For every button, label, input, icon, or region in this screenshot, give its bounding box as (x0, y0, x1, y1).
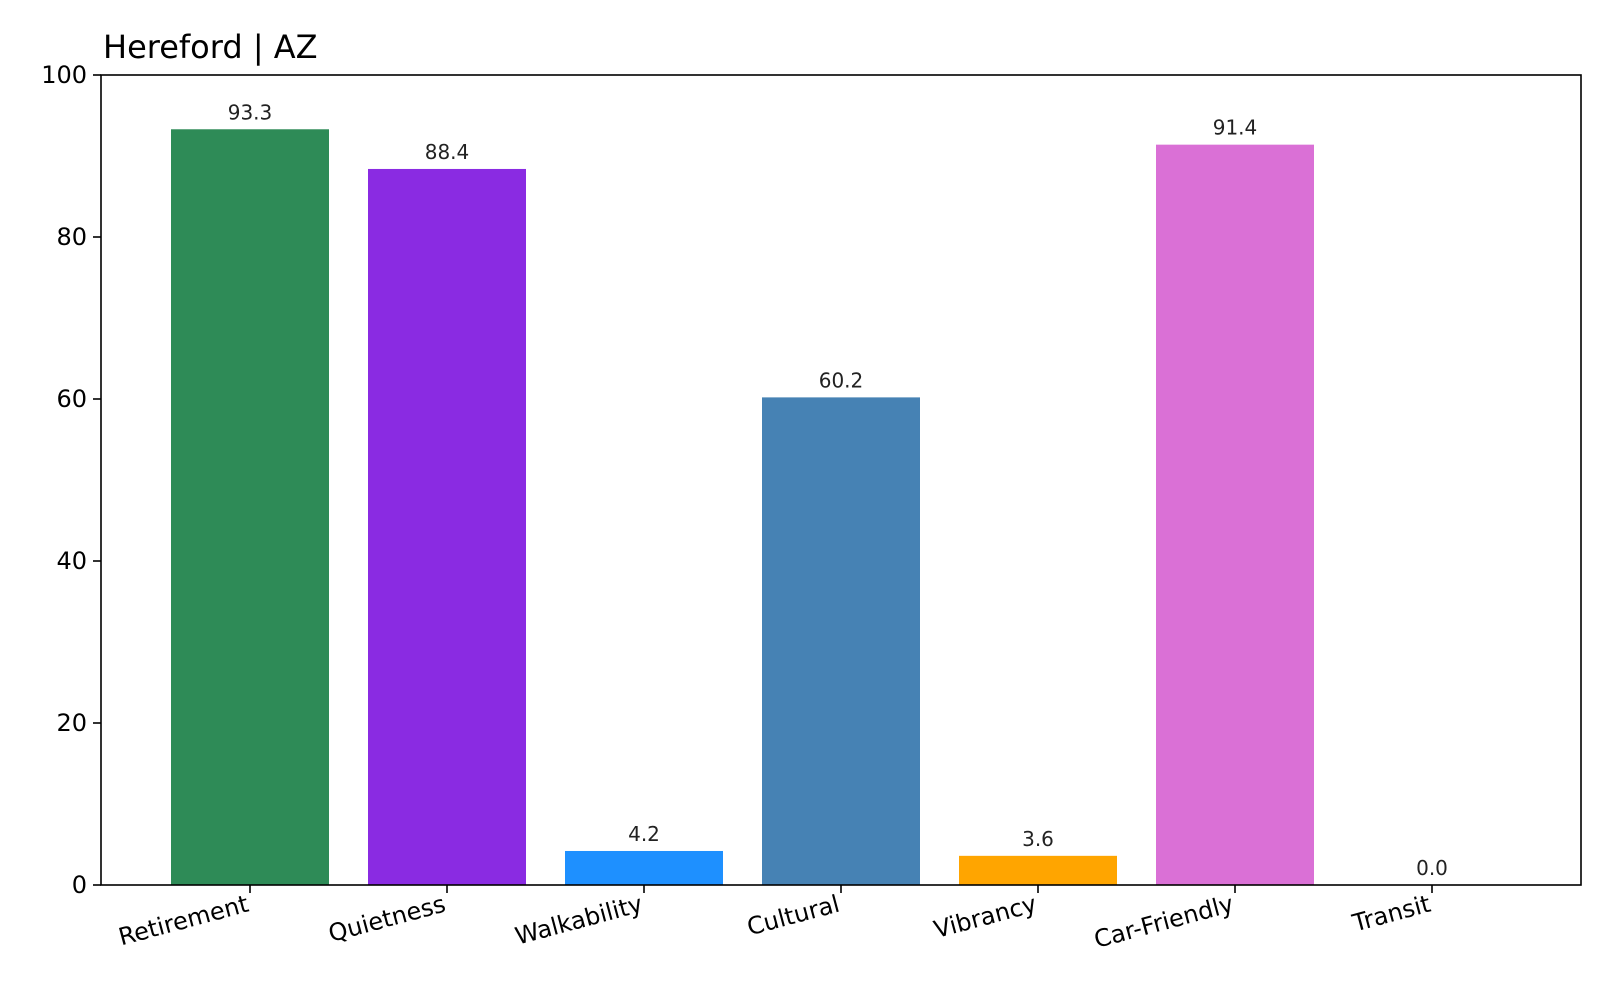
plot-frame (100, 74, 1582, 886)
x-axis: Retirement Quietness Walkability Cultural Vi… (116, 885, 1434, 954)
x-tick-label: Car-Friendly (1091, 890, 1237, 954)
bar-value-label: 60.2 (819, 368, 864, 392)
y-tick-label: 40 (56, 547, 87, 575)
bar-walkability (565, 850, 723, 885)
bar-value-label: 93.3 (228, 100, 273, 124)
y-axis: 0 20 40 60 80 100 (41, 61, 101, 899)
bars-group: 93.3 88.4 4.2 60.2 3.6 91.4 0.0 (171, 100, 1448, 885)
bar-value-label: 4.2 (628, 822, 660, 846)
x-tick-label: Quietness (325, 890, 448, 948)
x-tick-label: Vibrancy (931, 890, 1040, 944)
x-tick-label: Cultural (744, 890, 843, 942)
y-tick-label: 60 (56, 385, 87, 413)
bar-value-label: 88.4 (425, 140, 470, 164)
y-tick-label: 0 (72, 871, 87, 899)
x-tick-label: Walkability (512, 890, 645, 951)
chart-title: Hereford | AZ (103, 28, 318, 66)
y-tick-label: 20 (56, 709, 87, 737)
bar-car-friendly (1156, 144, 1314, 885)
bar-value-label: 91.4 (1213, 116, 1258, 140)
bar-vibrancy (959, 855, 1117, 885)
bar-cultural (762, 397, 920, 885)
bar-value-label: 3.6 (1022, 827, 1054, 851)
bar-retirement (171, 129, 329, 885)
x-tick-label: Transit (1349, 890, 1434, 938)
bar-value-label: 0.0 (1416, 856, 1448, 880)
bar-quietness (368, 168, 526, 885)
x-tick-label: Retirement (116, 890, 252, 952)
y-tick-label: 100 (41, 61, 87, 89)
y-tick-label: 80 (56, 223, 87, 251)
